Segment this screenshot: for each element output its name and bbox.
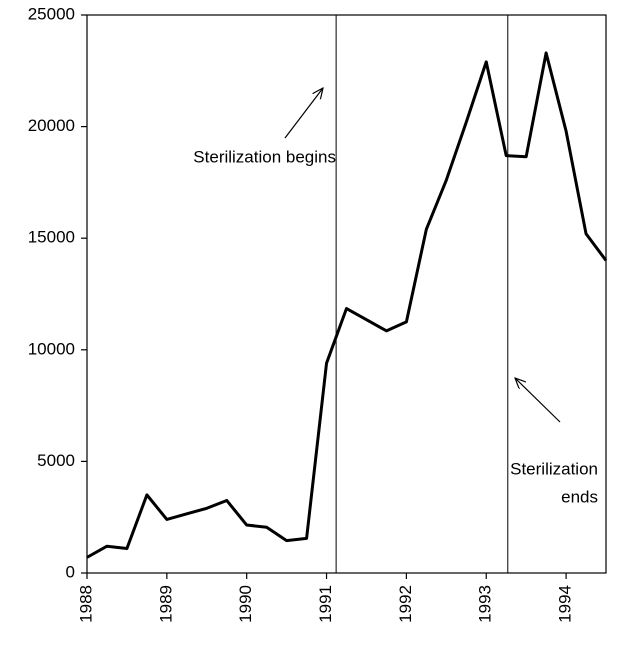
x-tick-label: 1991 [316,585,335,623]
arrow [284,88,323,139]
event-label: Sterilization begins [193,147,336,166]
x-tick-label: 1989 [156,585,175,623]
y-tick-label: 25000 [28,4,75,23]
event-label: Sterilization [510,459,598,478]
y-tick-label: 15000 [28,228,75,247]
data-line [86,51,608,559]
y-tick-label: 5000 [37,451,75,470]
y-tick-label: 0 [66,562,75,581]
x-tick-label: 1988 [76,585,95,623]
y-tick-label: 20000 [28,116,75,135]
y-tick-label: 10000 [28,339,75,358]
plot-frame [86,14,607,574]
x-tick-label: 1990 [236,585,255,623]
x-tick-label: 1994 [556,585,575,623]
arrow [515,378,561,423]
x-tick-label: 1992 [396,585,415,623]
x-tick-label: 1993 [476,585,495,623]
event-label: ends [561,487,598,506]
